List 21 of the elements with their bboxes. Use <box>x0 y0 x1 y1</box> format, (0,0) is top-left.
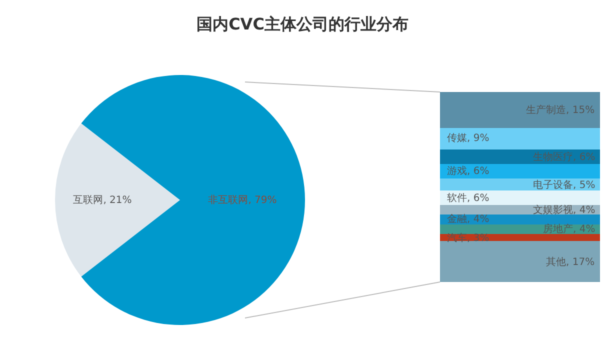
data-label: 游戏, 6% <box>447 165 490 177</box>
bar <box>440 92 600 128</box>
slice-label: 互联网, 21% <box>73 194 132 206</box>
bar <box>440 150 600 164</box>
data-label: 电子设备, 5% <box>533 179 596 191</box>
data-label: 文娱影视, 4% <box>533 204 596 216</box>
bar <box>440 190 600 206</box>
bar <box>440 128 600 150</box>
data-label: 生产制造, 15% <box>526 104 595 116</box>
data-label: 房地产, 4% <box>543 223 596 235</box>
bar <box>440 164 600 179</box>
slice-label: 非互联网, 79% <box>208 194 277 206</box>
data-label: 其他, 17% <box>546 256 595 268</box>
data-label: 金融, 4% <box>447 213 490 225</box>
data-label: 软件, 6% <box>447 192 490 204</box>
bar <box>440 241 600 282</box>
bar <box>440 214 600 224</box>
chart-title: 国内CVC主体公司的行业分布 <box>196 14 408 34</box>
data-label: 传媒, 9% <box>447 133 490 144</box>
pie-slice <box>55 123 180 277</box>
data-label: 生物医疗, 6% <box>533 151 596 163</box>
